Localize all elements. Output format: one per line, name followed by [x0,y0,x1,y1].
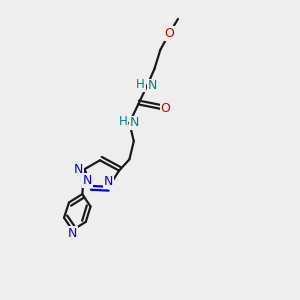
Text: H: H [118,115,127,128]
Text: N: N [83,174,92,187]
Text: O: O [164,27,174,40]
Text: O: O [161,102,170,115]
Text: N: N [74,163,83,176]
Text: N: N [148,79,157,92]
Text: H: H [136,78,145,91]
Text: N: N [68,227,77,240]
Text: N: N [103,175,113,188]
Text: N: N [130,116,140,129]
